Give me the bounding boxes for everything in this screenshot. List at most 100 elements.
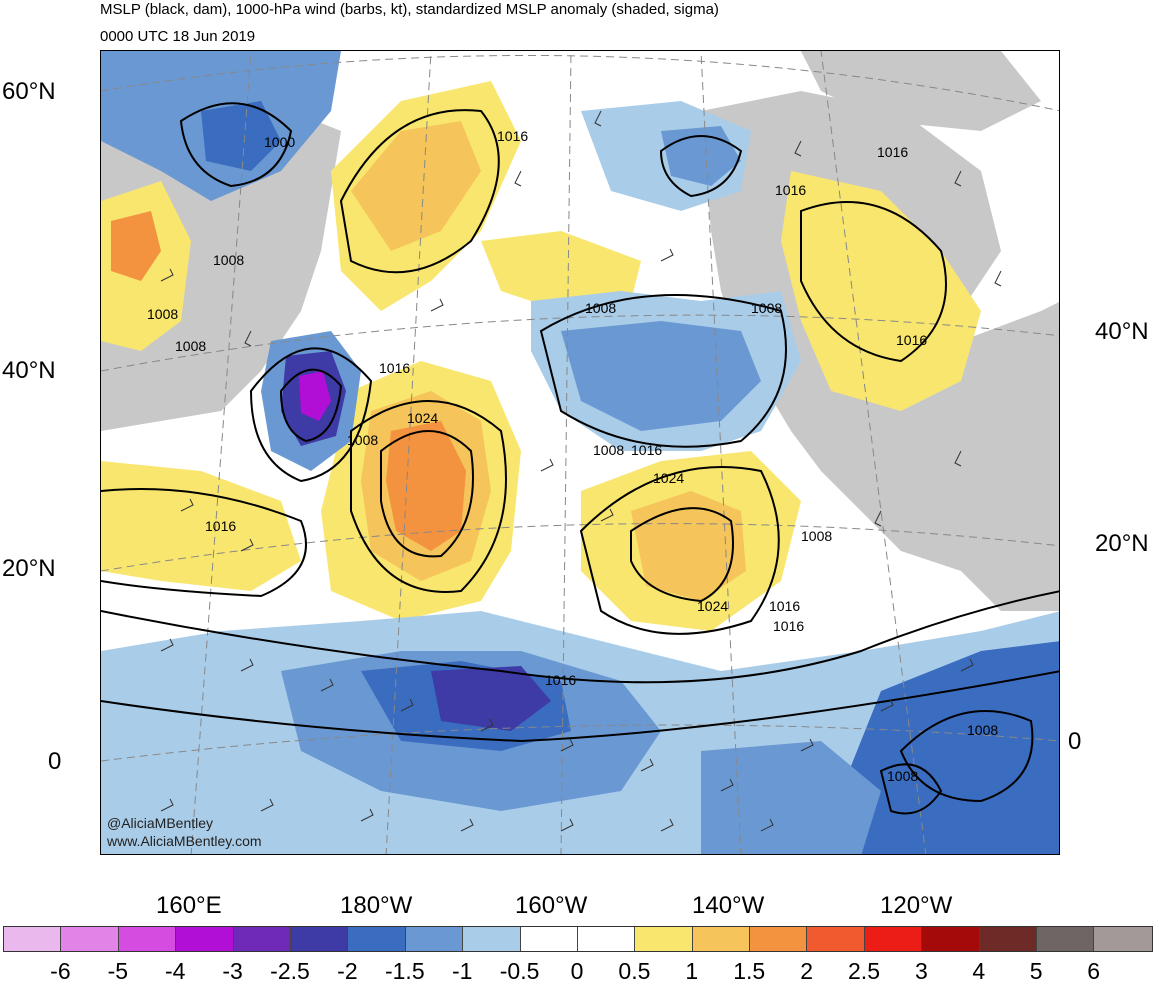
land-greenland — [801, 51, 1041, 131]
colorbar-swatch — [348, 927, 406, 951]
isobar-1008-southeast — [899, 710, 1034, 803]
colorbar-label: 1.5 — [733, 958, 766, 984]
lat-label-60n: 60°N — [2, 78, 56, 105]
isobar-label: 1016 — [775, 182, 806, 198]
isobar-label: 1016 — [631, 442, 662, 458]
lat-label-right-20n: 20°N — [1095, 530, 1149, 557]
anomaly-positive-west-core — [111, 211, 161, 281]
colorbar-swatch — [233, 927, 291, 951]
colorbar-swatch — [61, 927, 119, 951]
anomaly-positive-west-low — [101, 461, 301, 591]
colorbar-label: 6 — [1087, 958, 1100, 984]
colorbar-swatch — [922, 927, 980, 951]
colorbar-swatch — [635, 927, 693, 951]
colorbar-label: -0.5 — [499, 958, 540, 984]
isobar-label: 1008 — [751, 300, 782, 316]
isobar-high-subtropical — [579, 466, 780, 635]
isobar-high-canada — [800, 201, 947, 363]
colorbar-swatch — [520, 927, 578, 951]
anomaly-negative-northwest-core — [201, 101, 281, 171]
isobar-label: 1008 — [593, 442, 624, 458]
isobar-label: 1016 — [877, 144, 908, 160]
parallel-60n — [101, 54, 1059, 112]
isobar-low-gulf — [539, 294, 787, 448]
anomaly-positive-subtropical-core — [631, 491, 746, 601]
isobar-label: 1016 — [205, 518, 236, 534]
colorbar-label: 2 — [800, 958, 813, 984]
colorbar-label: 4 — [972, 958, 986, 984]
isobar-low-japan-inner — [279, 368, 343, 443]
meridian-120w — [820, 51, 927, 854]
anomaly-positive-northpac-core — [386, 421, 466, 551]
lon-label-160e: 160°E — [156, 892, 222, 919]
colorbar-swatch — [290, 927, 349, 951]
isobar-lower-west — [101, 488, 307, 598]
map-panel: 1000 1016 1016 1016 1008 1008 1008 1016 1008 1008… — [100, 50, 1060, 855]
parallel-20n — [101, 523, 1059, 572]
colorbar-swatch — [577, 927, 636, 951]
anomaly-positive-mid-pacific — [481, 231, 641, 311]
isobar-low-nw — [179, 102, 293, 188]
lat-label-20n: 20°N — [2, 555, 56, 582]
isobar-label: 1016 — [773, 618, 804, 634]
lat-label-right-0: 0 — [1068, 728, 1082, 755]
isobar-label: 1008 — [967, 722, 998, 738]
colorbar-swatch — [1037, 927, 1095, 951]
meridian-160w — [560, 51, 572, 854]
isobar-label: 1024 — [697, 598, 728, 614]
isobar-label: 1016 — [379, 360, 410, 376]
parallel-0 — [101, 724, 1059, 762]
isobar-label: 1016 — [545, 672, 576, 688]
map-valid-time: 0000 UTC 18 Jun 2019 — [100, 28, 256, 45]
colorbar-swatch — [118, 927, 177, 951]
isobar-high-northpac — [350, 400, 507, 593]
colorbar-swatch — [979, 927, 1038, 951]
colorbar-label: -5 — [107, 958, 129, 984]
colorbar-label: -1 — [451, 958, 473, 984]
isobar-1008-southeast-2 — [879, 763, 943, 815]
parallel-40n — [101, 314, 1059, 372]
colorbar-label: 0.5 — [618, 958, 651, 984]
isobar-label: 1016 — [896, 332, 927, 348]
isobar-label: 1008 — [213, 252, 244, 268]
colorbar-label: -3 — [222, 958, 243, 984]
colorbar-label: 2.5 — [848, 958, 880, 984]
colorbar-label: -4 — [164, 958, 186, 984]
colorbar-label: -2.5 — [270, 958, 310, 984]
isobar-high-northpac-inner — [380, 430, 474, 558]
colorbar-label: 5 — [1029, 958, 1043, 984]
isobar-1016-south — [101, 670, 1059, 743]
colorbar-label: -6 — [50, 958, 71, 984]
lat-label-40n: 40°N — [2, 357, 56, 384]
colorbar-label: 1 — [685, 958, 699, 984]
land-asia — [101, 91, 341, 431]
colorbar-swatch — [405, 927, 464, 951]
isobar-label: 1008 — [887, 768, 918, 784]
credit-handle: @AliciaMBentley — [107, 815, 214, 831]
isobar-low-arctic — [659, 135, 743, 198]
colorbar-label: -2 — [337, 958, 358, 984]
isobar-label: 1024 — [407, 410, 438, 426]
colorbar-swatch — [4, 927, 62, 951]
colorbar — [3, 926, 1153, 952]
isobar-label: 1008 — [147, 306, 178, 322]
isobar-label: 1016 — [769, 598, 800, 614]
isobar-label: 1008 — [801, 528, 832, 544]
anomaly-negative-southern-min — [431, 666, 551, 731]
colorbar-label: 3 — [914, 958, 928, 984]
meridian-160e — [190, 51, 252, 854]
credit-url: www.AliciaMBentley.com — [107, 833, 262, 849]
map-graphic: 1000 1016 1016 1016 1008 1008 1008 1016 1008 1008… — [101, 51, 1059, 854]
anomaly-negative-southeast — [841, 641, 1059, 854]
anomaly-negative-gulf-alaska-core — [561, 321, 761, 431]
colorbar-swatch — [463, 927, 521, 951]
colorbar-swatch — [692, 927, 751, 951]
isobar-label: 1016 — [497, 128, 528, 144]
wind-barbs — [160, 110, 1002, 832]
isobar-label: 1008 — [585, 300, 616, 316]
colorbar-swatch — [176, 927, 234, 951]
colorbar-swatch — [864, 927, 923, 951]
lon-label-160w: 160°W — [515, 892, 588, 919]
anomaly-negative-arctic-core — [661, 126, 741, 186]
colorbar-label: -1.5 — [384, 958, 425, 984]
